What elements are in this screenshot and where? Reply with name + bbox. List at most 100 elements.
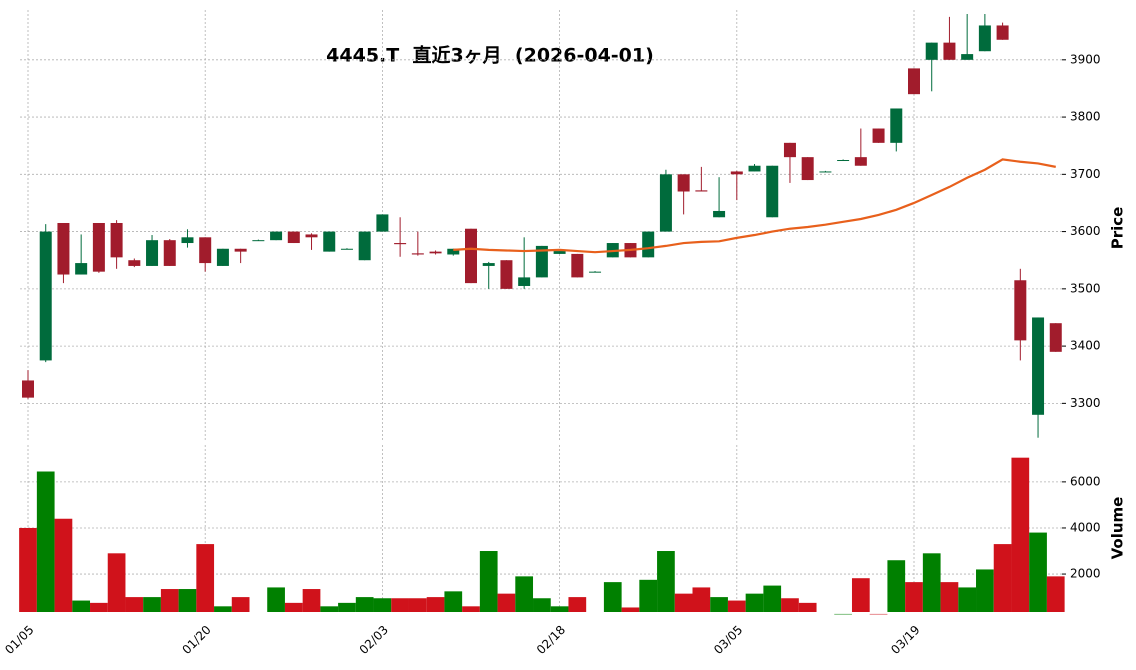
volume-bar <box>479 551 498 612</box>
candle-body <box>837 160 850 162</box>
volume-bar <box>533 598 551 612</box>
candle-body <box>1014 280 1027 341</box>
candle-body <box>695 190 708 192</box>
x-tick-label: 02/18 <box>534 623 568 657</box>
candle-body <box>677 174 690 192</box>
volume-bar <box>781 598 799 612</box>
volume-bar <box>639 579 658 612</box>
y-tick-label: 3500 <box>1070 281 1101 295</box>
y-tick-label: 3400 <box>1070 339 1101 353</box>
volume-bar <box>851 578 870 612</box>
volume-bar <box>940 582 959 612</box>
candle-body <box>713 210 726 218</box>
candle-body <box>801 157 814 181</box>
volume-bar <box>267 587 285 612</box>
x-tick-label: 01/05 <box>2 623 36 657</box>
candle-body <box>234 248 247 252</box>
volume-bar <box>355 597 374 612</box>
volume-bar <box>107 553 126 612</box>
candle-body <box>305 234 318 238</box>
volume-bar <box>231 597 250 612</box>
candle-body <box>553 251 566 254</box>
volume-bar <box>19 527 37 612</box>
y-tick-label: 3900 <box>1070 52 1101 66</box>
candle-body <box>500 260 513 289</box>
x-tick-label: 01/20 <box>179 623 213 657</box>
volume-bar <box>125 597 144 612</box>
volume-bar <box>444 591 463 612</box>
candle-body <box>270 231 283 241</box>
moving-average-line <box>453 158 1056 254</box>
candle-body <box>181 237 194 244</box>
candle-body <box>216 248 229 266</box>
y-tick-label: 3800 <box>1070 110 1101 124</box>
volume-bar <box>373 598 392 612</box>
candle-body <box>589 271 602 273</box>
candle-body <box>394 243 407 245</box>
candle-body <box>92 222 105 272</box>
volume-bar <box>692 587 711 612</box>
y2-tick-label: 6000 <box>1070 474 1101 488</box>
candle-body <box>323 231 336 252</box>
candle-body <box>996 25 1009 40</box>
volume-bar <box>90 602 108 612</box>
candle-body <box>110 222 123 258</box>
price-axis-title: Price <box>1109 207 1127 250</box>
volume-bar <box>408 598 427 612</box>
candle-body <box>908 68 920 95</box>
candle-body <box>518 277 531 286</box>
y-tick-label: 3700 <box>1070 167 1101 181</box>
candle-body <box>411 253 424 255</box>
volume-bar <box>214 606 232 612</box>
candle-body <box>766 165 779 218</box>
candle-body <box>128 260 141 266</box>
volume-bar <box>196 544 215 612</box>
volume-bar <box>976 569 994 612</box>
volume-bar <box>958 587 977 612</box>
volume-bar <box>745 593 764 612</box>
volume-bar <box>550 606 569 612</box>
candle-body <box>642 231 655 258</box>
volume-bar <box>657 551 675 612</box>
candle-body <box>943 42 956 60</box>
volume-bar <box>1046 576 1065 612</box>
candle-body <box>854 157 867 166</box>
volume-bar <box>834 613 852 615</box>
candle-body <box>978 25 991 52</box>
candle-body <box>730 171 743 175</box>
chart-title: 4445.T 直近3ヶ月 (2026-04-01) <box>326 44 654 67</box>
candle-body <box>376 214 389 232</box>
candle-body <box>748 165 761 172</box>
volume-bar <box>284 602 303 612</box>
candle-body <box>146 240 159 266</box>
volume-bar <box>710 597 728 612</box>
x-tick-label: 03/19 <box>888 623 922 657</box>
volume-bar <box>727 600 746 612</box>
volume-bar <box>178 589 197 612</box>
candle-body <box>358 231 371 261</box>
volume-bar <box>674 593 693 612</box>
volume-bar <box>160 589 179 612</box>
candle-body <box>961 54 974 60</box>
candle-body <box>163 240 176 266</box>
volume-bar <box>391 598 409 612</box>
candle-body <box>199 237 212 264</box>
candle-body <box>890 108 903 143</box>
volume-bar <box>302 589 321 612</box>
volume-bar <box>621 607 640 612</box>
candle-body <box>571 253 584 278</box>
candle-body <box>287 231 300 244</box>
candle-body <box>535 245 548 278</box>
volume-bar <box>426 597 445 612</box>
volume-bar <box>515 576 534 612</box>
volume-bar <box>869 613 888 615</box>
volume-bar <box>798 602 817 612</box>
volume-bar <box>338 602 356 612</box>
volume-bar <box>320 606 339 612</box>
volume-bar <box>993 544 1012 612</box>
y-tick-label: 3600 <box>1070 224 1101 238</box>
y-tick-label: 3300 <box>1070 396 1101 410</box>
candle-body <box>75 263 88 275</box>
candle-body <box>1049 323 1062 352</box>
